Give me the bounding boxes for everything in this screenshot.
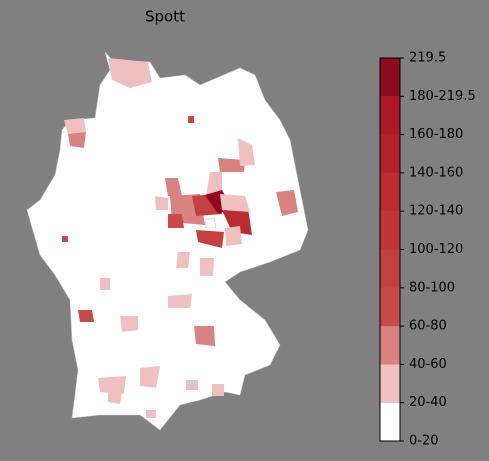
colorbar-tick-label: 180-219.5 bbox=[409, 89, 476, 104]
region bbox=[186, 380, 198, 390]
colorbar-tick-label: 20-40 bbox=[409, 395, 447, 410]
colorbar-segment bbox=[380, 364, 400, 403]
colorbar-segment bbox=[380, 287, 400, 327]
region bbox=[62, 236, 68, 242]
colorbar-segment bbox=[380, 134, 400, 173]
region bbox=[98, 376, 126, 394]
region bbox=[194, 326, 215, 346]
colorbar-tick-label: 0-20 bbox=[409, 434, 439, 449]
colorbar-segment bbox=[380, 172, 400, 212]
region bbox=[168, 214, 184, 228]
region bbox=[238, 138, 255, 166]
region bbox=[78, 310, 94, 322]
colorbar-tick-label: 160-180 bbox=[409, 127, 463, 142]
region bbox=[212, 384, 224, 396]
region bbox=[220, 194, 250, 212]
colorbar-tick-label: 60-80 bbox=[409, 319, 447, 334]
colorbar-segment bbox=[380, 211, 400, 250]
region bbox=[200, 258, 214, 276]
colorbar-segment bbox=[380, 249, 400, 288]
colorbar: 0-20 20-40 40-60 60-80 80-100 100-120 120-140 1… bbox=[379, 51, 476, 449]
region bbox=[188, 116, 194, 123]
region bbox=[108, 392, 122, 404]
colorbar-segment bbox=[380, 402, 400, 441]
region bbox=[204, 217, 217, 229]
region bbox=[68, 132, 86, 148]
germany-map bbox=[26, 51, 309, 431]
region bbox=[276, 190, 298, 216]
region bbox=[155, 196, 168, 210]
region bbox=[100, 278, 110, 290]
region bbox=[120, 316, 138, 332]
region bbox=[165, 178, 182, 196]
colorbar-tick-label: 219.5 bbox=[409, 51, 446, 66]
region bbox=[140, 366, 160, 388]
colorbar-segment bbox=[380, 96, 400, 135]
region bbox=[222, 208, 252, 235]
region bbox=[196, 230, 224, 248]
region bbox=[64, 118, 86, 134]
colorbar-tick-label: 100-120 bbox=[409, 242, 463, 257]
colorbar-tick-label: 120-140 bbox=[409, 204, 463, 219]
region bbox=[218, 158, 245, 172]
colorbar-tick-label: 40-60 bbox=[409, 357, 447, 372]
colorbar-tick-label: 140-160 bbox=[409, 165, 463, 180]
region bbox=[206, 172, 222, 196]
country-outline bbox=[26, 51, 309, 431]
map-title: Spott bbox=[145, 8, 185, 26]
region bbox=[176, 252, 190, 268]
colorbar-segment bbox=[380, 58, 400, 97]
region bbox=[225, 226, 242, 246]
region bbox=[108, 58, 152, 88]
region bbox=[146, 410, 156, 418]
colorbar-tick-label: 80-100 bbox=[409, 280, 455, 295]
region bbox=[168, 294, 192, 308]
colorbar-segment bbox=[380, 326, 400, 365]
